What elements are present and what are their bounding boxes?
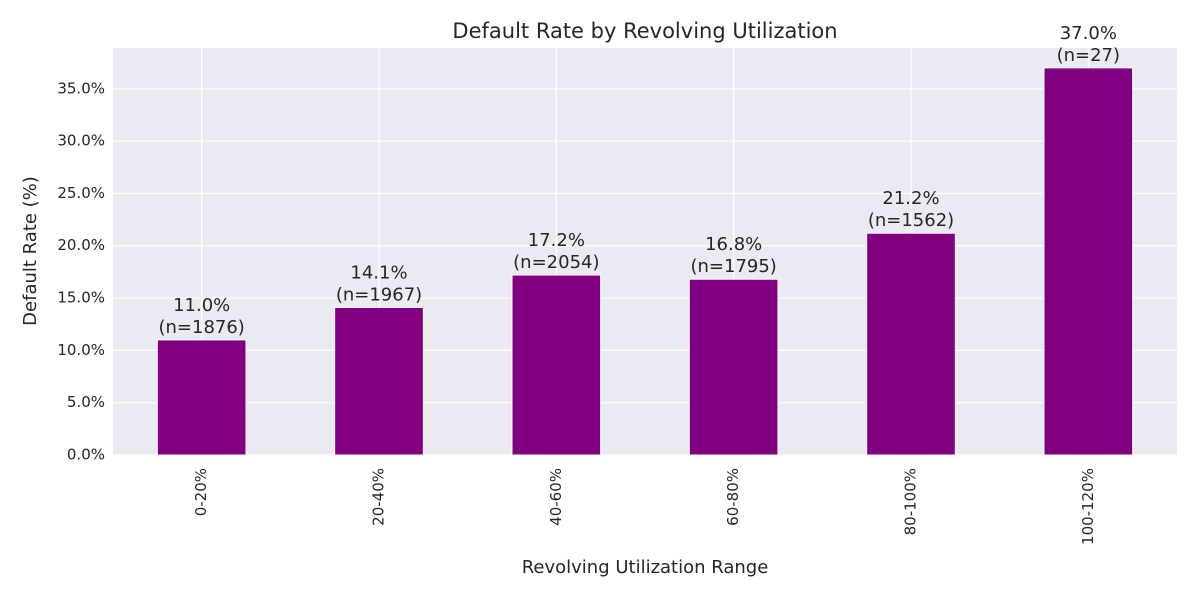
x-tick-label: 0-20% bbox=[192, 468, 210, 516]
bar bbox=[866, 232, 956, 456]
value-label: 21.2% bbox=[882, 188, 939, 209]
count-label: (n=2054) bbox=[513, 252, 599, 273]
y-tick-label: 30.0% bbox=[57, 132, 105, 150]
x-tick-label: 100-120% bbox=[1079, 468, 1097, 545]
count-label: (n=1795) bbox=[690, 256, 776, 277]
x-tick-label: 60-80% bbox=[724, 468, 742, 526]
y-tick-label: 25.0% bbox=[57, 184, 105, 202]
value-label: 14.1% bbox=[350, 262, 407, 283]
plot-area bbox=[113, 48, 1177, 455]
bar bbox=[688, 278, 779, 456]
y-tick-label: 35.0% bbox=[57, 79, 105, 97]
count-label: (n=27) bbox=[1057, 45, 1120, 66]
bar bbox=[1043, 67, 1134, 456]
y-axis-label: Default Rate (%) bbox=[20, 176, 41, 326]
bar bbox=[156, 339, 247, 456]
value-label: 37.0% bbox=[1060, 23, 1117, 44]
y-tick-label: 15.0% bbox=[57, 289, 105, 307]
bar bbox=[511, 274, 602, 456]
x-tick-label: 20-40% bbox=[370, 468, 388, 526]
count-label: (n=1876) bbox=[158, 317, 244, 338]
y-tick-label: 20.0% bbox=[57, 236, 105, 254]
value-label: 17.2% bbox=[528, 230, 585, 251]
x-tick-label: 40-60% bbox=[547, 468, 565, 526]
y-tick-label: 5.0% bbox=[67, 393, 105, 411]
x-tick-label: 80-100% bbox=[902, 468, 920, 535]
value-label: 11.0% bbox=[173, 295, 230, 316]
bar bbox=[334, 306, 424, 456]
y-tick-label: 10.0% bbox=[57, 341, 105, 359]
chart-title: Default Rate by Revolving Utilization bbox=[452, 19, 837, 43]
x-axis-label: Revolving Utilization Range bbox=[522, 557, 769, 578]
count-label: (n=1562) bbox=[868, 210, 954, 231]
count-label: (n=1967) bbox=[336, 284, 422, 305]
y-tick-label: 0.0% bbox=[67, 446, 105, 464]
value-label: 16.8% bbox=[705, 234, 762, 255]
